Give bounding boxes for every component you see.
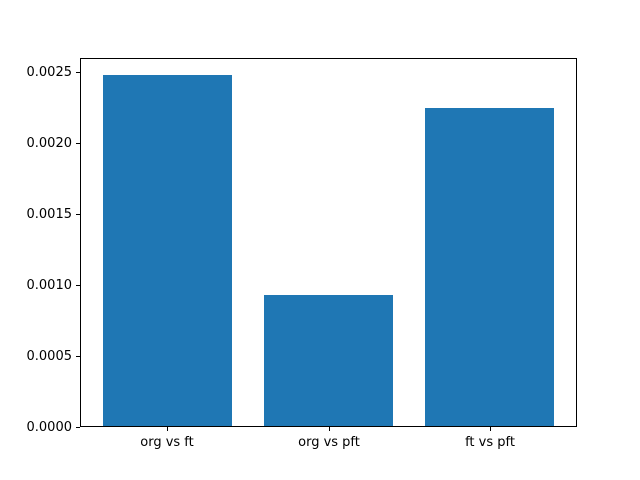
y-axis-tick-label: 0.0025 bbox=[26, 65, 73, 80]
y-axis-tick-label: 0.0010 bbox=[26, 278, 73, 293]
y-axis-tick-mark bbox=[76, 427, 80, 428]
x-axis-tick-mark bbox=[329, 427, 330, 431]
y-axis-tick-mark bbox=[76, 214, 80, 215]
y-axis-tick-mark bbox=[76, 72, 80, 73]
x-axis-tick-label: ft vs pft bbox=[465, 435, 515, 450]
x-axis-tick-mark bbox=[167, 427, 168, 431]
y-axis-tick-label: 0.0020 bbox=[26, 136, 73, 151]
bar-org-vs-ft bbox=[103, 75, 232, 426]
bar-org-vs-pft bbox=[264, 295, 393, 426]
y-axis-tick-label: 0.0000 bbox=[26, 420, 73, 435]
x-axis-tick-label: org vs pft bbox=[298, 435, 360, 450]
y-axis-tick-label: 0.0015 bbox=[26, 207, 73, 222]
y-axis-tick-mark bbox=[76, 285, 80, 286]
y-axis-tick-mark bbox=[76, 143, 80, 144]
y-axis-tick-label: 0.0005 bbox=[26, 349, 73, 364]
x-axis-tick-label: org vs ft bbox=[140, 435, 194, 450]
bar-ft-vs-pft bbox=[425, 108, 554, 426]
y-axis-tick-mark bbox=[76, 356, 80, 357]
x-axis-tick-mark bbox=[490, 427, 491, 431]
